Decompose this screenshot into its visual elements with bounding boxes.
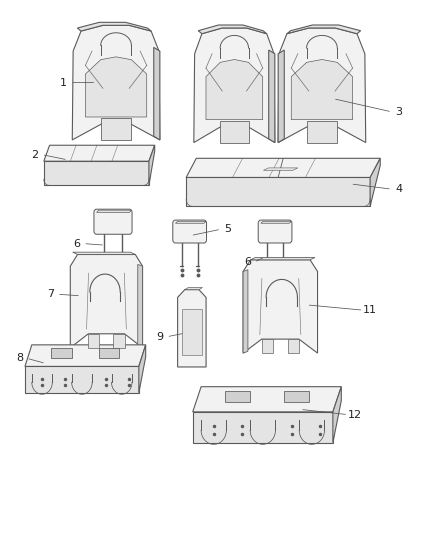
Text: 6: 6 (73, 239, 80, 248)
Polygon shape (85, 57, 147, 117)
Polygon shape (278, 50, 284, 143)
Polygon shape (154, 47, 160, 140)
Polygon shape (220, 121, 248, 143)
Polygon shape (138, 264, 143, 348)
Polygon shape (101, 118, 131, 140)
Polygon shape (198, 25, 267, 34)
Text: 12: 12 (348, 410, 362, 419)
Polygon shape (149, 146, 155, 185)
Polygon shape (263, 168, 298, 171)
Polygon shape (287, 25, 360, 34)
Polygon shape (193, 412, 333, 442)
Polygon shape (186, 177, 370, 206)
Text: 4: 4 (395, 184, 402, 194)
Polygon shape (291, 60, 353, 120)
Polygon shape (333, 387, 341, 442)
FancyBboxPatch shape (173, 220, 207, 243)
Text: 11: 11 (363, 305, 377, 315)
Polygon shape (70, 255, 143, 348)
Polygon shape (193, 387, 341, 412)
Polygon shape (182, 309, 202, 356)
Text: 2: 2 (32, 150, 39, 159)
Polygon shape (177, 290, 206, 367)
Polygon shape (99, 349, 120, 358)
Polygon shape (251, 257, 315, 260)
Text: 8: 8 (16, 353, 23, 363)
Polygon shape (185, 288, 202, 290)
Polygon shape (96, 210, 131, 213)
Text: 6: 6 (244, 257, 251, 267)
Polygon shape (25, 345, 146, 367)
FancyBboxPatch shape (94, 209, 132, 235)
Polygon shape (288, 339, 299, 353)
Polygon shape (139, 345, 146, 393)
Polygon shape (78, 22, 151, 31)
Polygon shape (175, 221, 206, 223)
Polygon shape (243, 270, 248, 353)
Polygon shape (73, 252, 135, 255)
Polygon shape (194, 28, 275, 143)
Polygon shape (278, 28, 366, 143)
FancyBboxPatch shape (258, 220, 292, 243)
Polygon shape (206, 60, 263, 120)
Text: 1: 1 (60, 78, 67, 87)
Polygon shape (307, 121, 337, 143)
Polygon shape (284, 391, 309, 402)
Polygon shape (25, 367, 139, 393)
Polygon shape (243, 260, 318, 353)
Polygon shape (51, 349, 72, 358)
Polygon shape (269, 50, 275, 143)
Polygon shape (88, 334, 99, 348)
Text: 3: 3 (395, 107, 402, 117)
Text: 9: 9 (156, 332, 163, 342)
Text: 7: 7 (47, 289, 54, 299)
Polygon shape (261, 221, 291, 223)
Polygon shape (44, 146, 155, 161)
Polygon shape (225, 391, 250, 402)
Polygon shape (370, 158, 380, 206)
Polygon shape (44, 161, 149, 185)
Polygon shape (186, 158, 380, 177)
Polygon shape (113, 334, 125, 348)
Polygon shape (261, 339, 273, 353)
Polygon shape (72, 25, 160, 140)
Text: 5: 5 (224, 224, 231, 234)
